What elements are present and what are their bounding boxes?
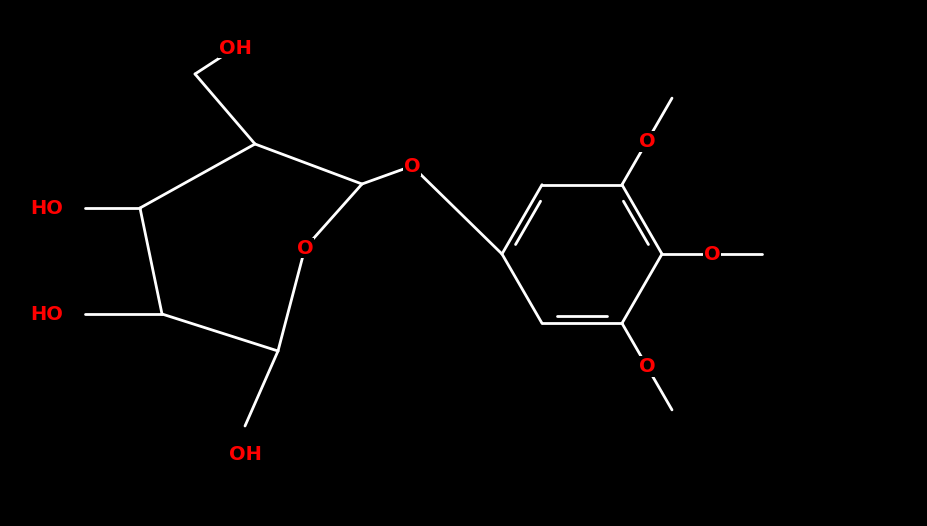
- Text: OH: OH: [219, 38, 251, 57]
- Text: O: O: [638, 357, 654, 376]
- Text: O: O: [297, 238, 313, 258]
- Text: OH: OH: [228, 444, 261, 463]
- Text: O: O: [403, 157, 420, 176]
- Text: O: O: [703, 245, 719, 264]
- Text: O: O: [638, 132, 654, 151]
- Text: HO: HO: [31, 305, 63, 323]
- Text: HO: HO: [31, 198, 63, 217]
